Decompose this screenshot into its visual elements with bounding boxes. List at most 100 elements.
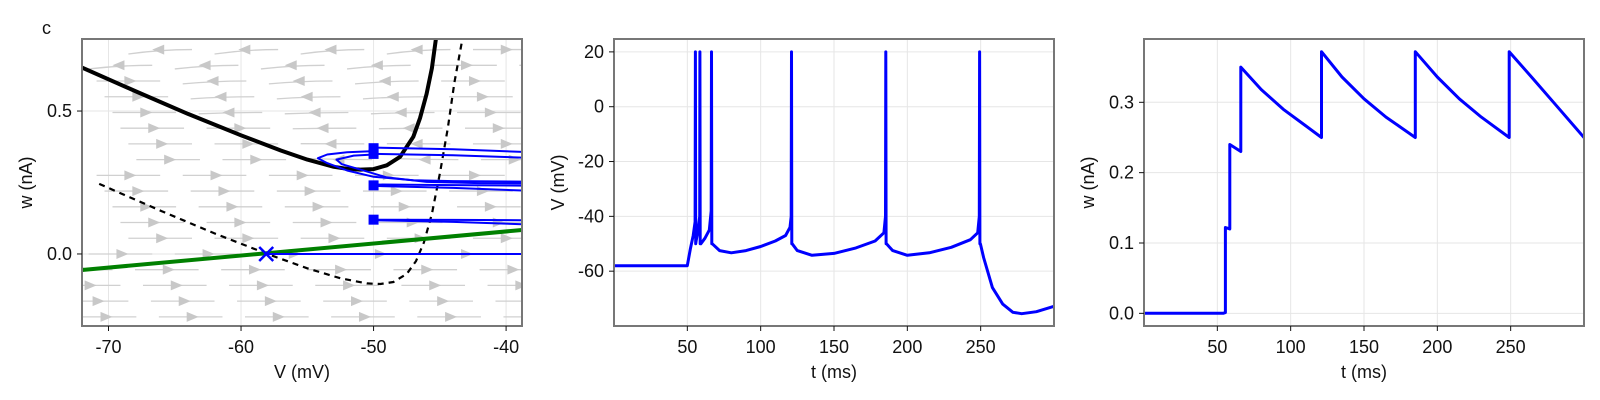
arrow-right-icon: [234, 123, 247, 134]
x-tick-label: -50: [361, 337, 387, 357]
arrow-right-icon: [304, 186, 317, 197]
x-tick-label: 50: [677, 337, 697, 357]
series-trajectory-4-loop: [335, 153, 522, 185]
plot-area: [614, 50, 1054, 316]
y-tick-label: 0.0: [47, 244, 72, 264]
fixed-point-x-icon: [258, 246, 275, 262]
series-v-t-: [614, 50, 1054, 316]
arrow-right-icon: [531, 312, 543, 322]
series-trajectory-3-out: [372, 146, 522, 153]
arrow-right-icon: [140, 107, 153, 118]
y-axis-label: w (nA): [16, 156, 36, 209]
axes-frame: [81, 38, 523, 327]
grid: [614, 39, 1054, 326]
series-trajectory-2b: [372, 184, 522, 192]
x-tick-label: 200: [892, 337, 922, 357]
arrow-right-icon: [390, 186, 403, 197]
vector-field: [82, 44, 599, 322]
plot-area: [82, 39, 599, 322]
panel-tag: c: [42, 18, 51, 38]
series-w-t-: [1144, 50, 1584, 315]
arrow-right-icon: [132, 91, 145, 102]
arrow-right-icon: [84, 280, 97, 291]
arrow-right-icon: [547, 249, 559, 259]
arrow-left-icon: [238, 44, 251, 55]
series-v-nullcline-dashed-: [98, 39, 464, 286]
arrow-left-icon: [198, 60, 211, 71]
arrow-left-icon: [418, 154, 431, 165]
x-tick-label: -60: [228, 337, 254, 357]
y-tick-label: 0.0: [1109, 303, 1134, 323]
arrow-left-icon: [324, 44, 337, 55]
arrow-right-icon: [421, 264, 434, 275]
arrow-left-icon: [316, 123, 329, 134]
arrow-right-icon: [148, 123, 161, 134]
arrow-right-icon: [500, 233, 513, 244]
arrow-right-icon: [468, 76, 481, 87]
y-tick-label: 0.2: [1109, 163, 1134, 183]
reset-point-square-icon: [368, 214, 379, 225]
y-tick-label: 0.1: [1109, 233, 1134, 253]
arrow-right-icon: [547, 60, 559, 70]
arrow-right-icon: [148, 217, 161, 228]
x-tick-label: 100: [1276, 337, 1306, 357]
arrow-left-icon: [112, 60, 125, 71]
arrow-right-icon: [156, 138, 169, 149]
series-v-nullcline-solid-: [82, 39, 438, 172]
arrow-left-icon: [292, 76, 305, 87]
arrow-right-icon: [296, 170, 309, 181]
x-tick-label: -40: [493, 337, 519, 357]
arrow-right-icon: [320, 217, 333, 228]
arrow-right-icon: [563, 92, 575, 102]
y-tick-label: 0: [594, 97, 604, 117]
arrow-right-icon: [351, 296, 364, 307]
x-axis-label: V (mV): [274, 362, 330, 382]
arrow-right-icon: [343, 280, 356, 291]
arrow-right-icon: [335, 264, 348, 275]
arrow-right-icon: [202, 248, 215, 259]
series-trajectory-2: [372, 183, 522, 187]
arrow-right-icon: [523, 296, 535, 306]
y-axis-label: V (mV): [548, 155, 568, 211]
x-tick-label: 150: [1349, 337, 1379, 357]
series-trajectory-4-out: [372, 152, 522, 159]
arrow-left-icon: [394, 107, 407, 118]
arrow-left-icon: [308, 107, 321, 118]
y-tick-label: -60: [578, 261, 604, 281]
arrow-right-icon: [507, 264, 520, 275]
arrow-right-icon: [500, 44, 513, 55]
arrow-right-icon: [248, 264, 261, 275]
voltage-trace-panel: 50 100 150 200 250 -60 -40 -20 0 20 t (ms) V (mV): [548, 38, 1055, 382]
arrow-right-icon: [587, 233, 599, 243]
y-tick-label: 0.5: [47, 101, 72, 121]
arrow-left-icon: [410, 44, 423, 55]
arrow-left-icon: [378, 76, 391, 87]
arrow-right-icon: [170, 280, 183, 291]
x-tick-label: 250: [966, 337, 996, 357]
reset-point-square-icon: [368, 148, 379, 159]
x-tick-label: 50: [1207, 337, 1227, 357]
arrow-right-icon: [437, 296, 450, 307]
arrow-right-icon: [156, 233, 169, 244]
arrow-right-icon: [242, 138, 255, 149]
arrow-right-icon: [218, 186, 231, 197]
arrow-right-icon: [398, 201, 411, 212]
arrow-right-icon: [116, 248, 129, 259]
series-w-nullcline: [82, 228, 522, 272]
arrow-right-icon: [468, 170, 481, 181]
arrow-left-icon: [370, 60, 383, 71]
arrow-right-icon: [256, 280, 269, 291]
arrow-left-icon: [222, 107, 235, 118]
reset-point-square-icon: [368, 143, 379, 154]
arrow-left-icon: [152, 44, 165, 55]
plot-area: [1144, 50, 1584, 315]
arrow-left-icon: [324, 138, 337, 149]
arrow-right-icon: [186, 311, 199, 322]
arrow-right-icon: [132, 186, 145, 197]
arrow-right-icon: [508, 154, 521, 165]
arrow-right-icon: [124, 170, 137, 181]
arrow-right-icon: [124, 76, 137, 87]
series-trajectory-1b: [372, 219, 522, 226]
x-tick-label: 150: [819, 337, 849, 357]
